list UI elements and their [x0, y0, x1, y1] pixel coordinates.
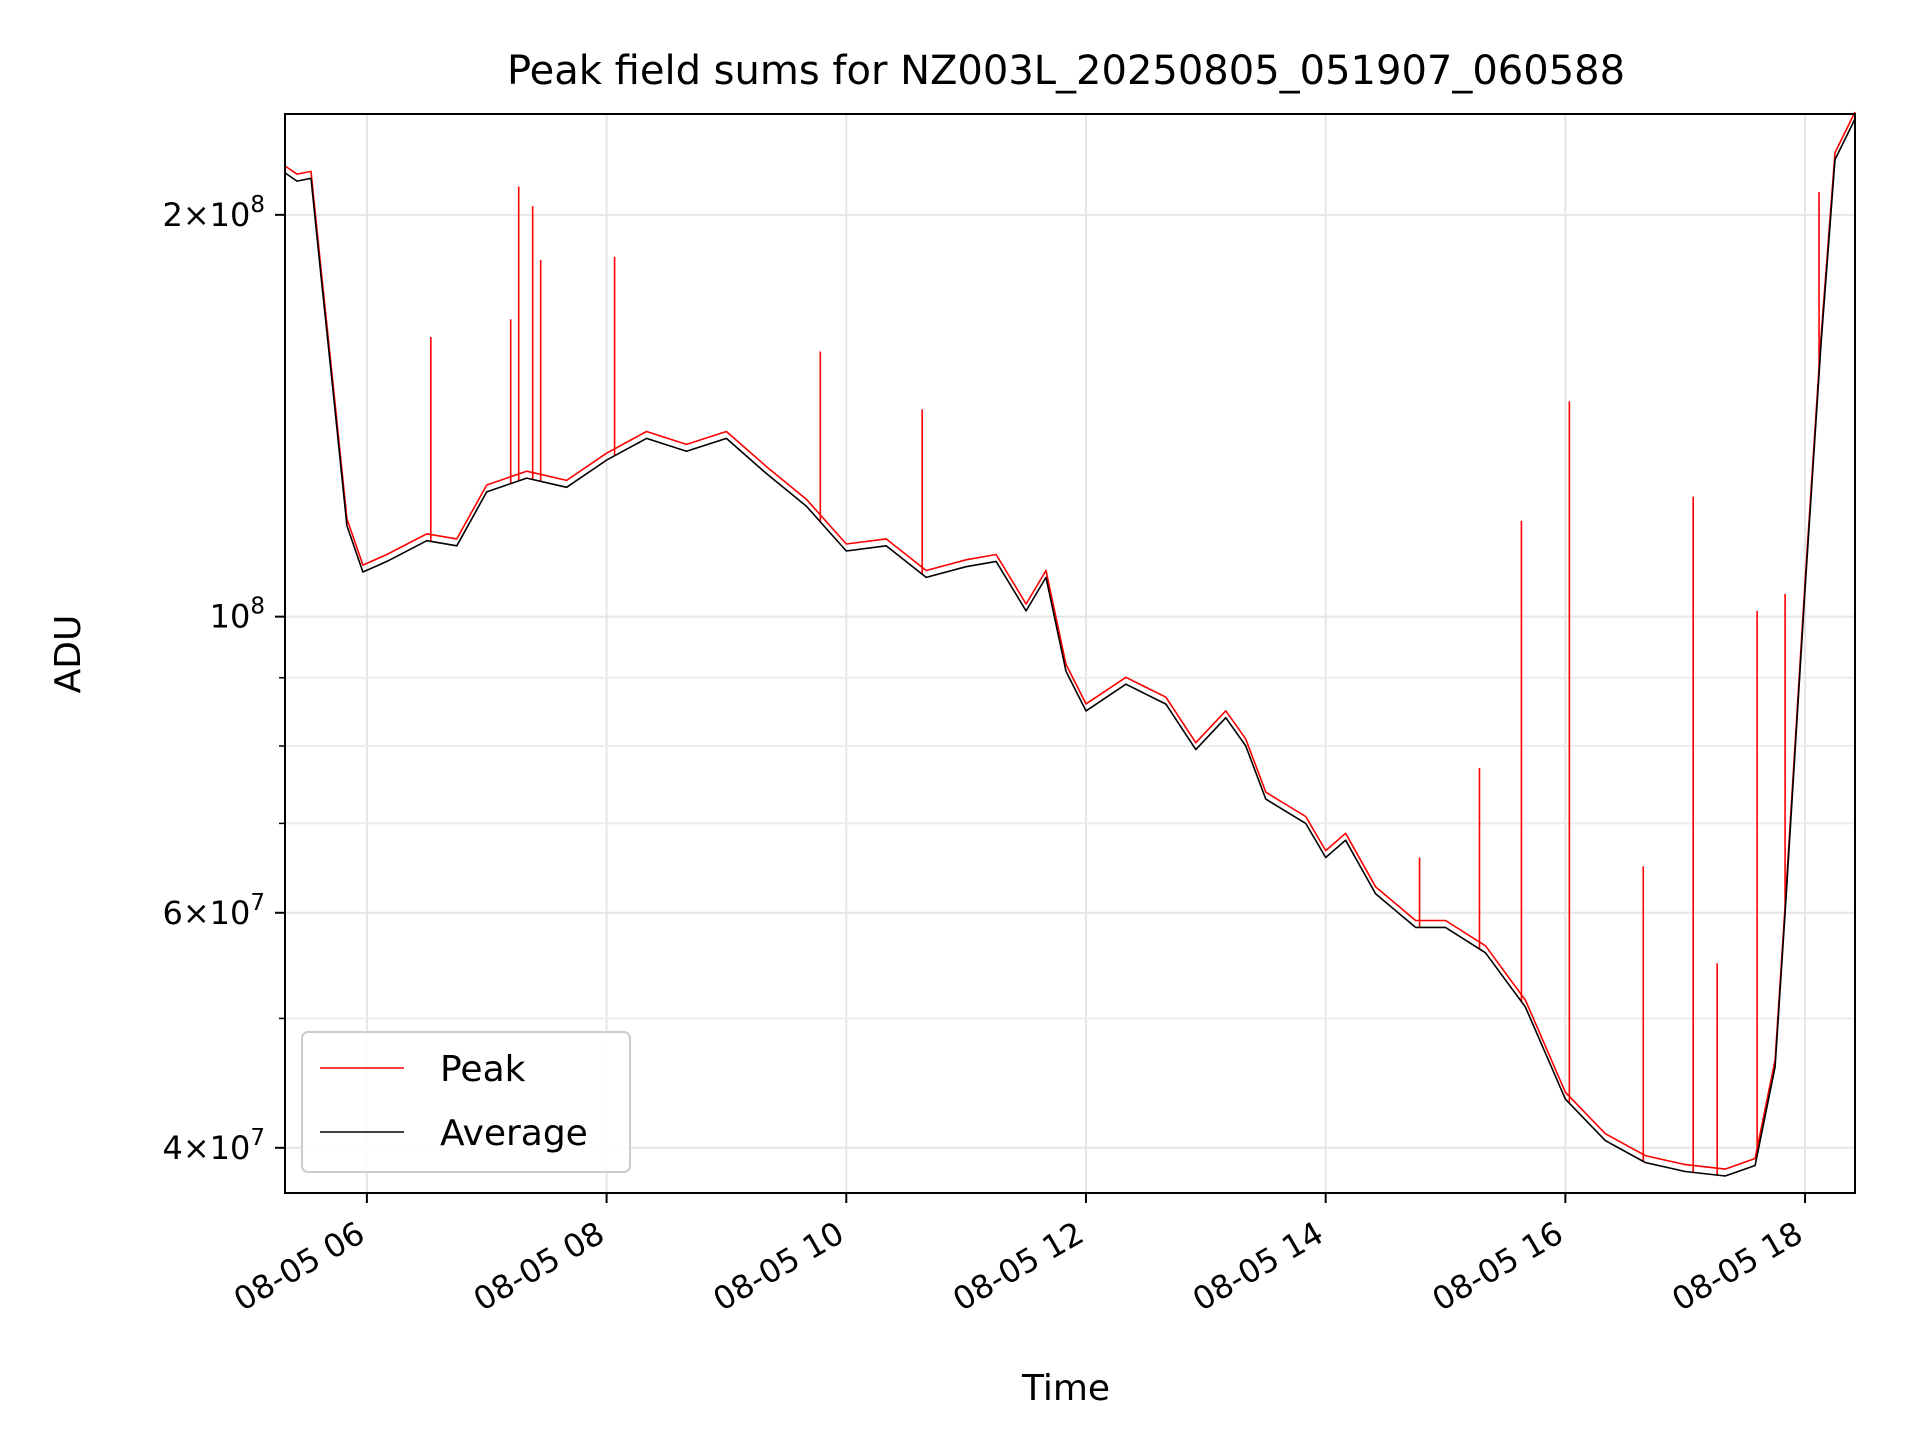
plot-frame [284, 113, 1856, 1194]
y-tick-label: 2×108 [162, 192, 265, 234]
legend-label-peak: Peak [440, 1049, 526, 1090]
legend-box [301, 1031, 631, 1173]
series-layer [284, 111, 1856, 1177]
y-tick-label: 6×107 [162, 890, 265, 932]
y-axis-label: ADU [48, 615, 89, 694]
x-axis-label: Time [1021, 1368, 1110, 1409]
series-peak-line [284, 111, 1856, 1170]
series-average-line [284, 118, 1856, 1177]
y-tick-label: 108 [210, 594, 265, 636]
chart-title: Peak field sums for NZ003L_20250805_0519… [507, 48, 1625, 94]
y-tick-label: 4×107 [162, 1125, 265, 1167]
legend: Peak Average [301, 1031, 631, 1173]
legend-label-average: Average [440, 1113, 588, 1154]
grid [285, 114, 1855, 1193]
